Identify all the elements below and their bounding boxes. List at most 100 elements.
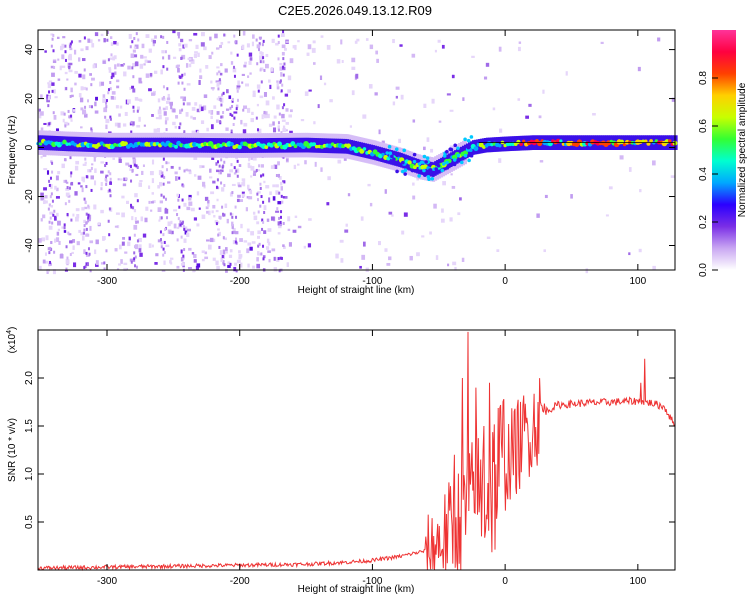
spectrogram-noise-cell <box>267 241 271 246</box>
y-tick-label: 20 <box>24 93 35 105</box>
spectrogram-noise-cell <box>118 244 122 250</box>
spectrogram-noise-cell <box>178 48 182 52</box>
spectrogram-noise-cell <box>483 76 488 80</box>
spectrogram-noise-cell <box>180 249 183 254</box>
spectrogram-noise-cell <box>268 123 273 127</box>
spectrogram-noise-cell <box>354 40 358 44</box>
spectrogram-noise-cell <box>182 254 185 258</box>
spectrogram-noise-cell <box>429 231 432 235</box>
spectrogram-noise-cell <box>236 98 239 102</box>
spectrogram-noise-cell <box>56 36 60 39</box>
spectrogram-noise-cell <box>280 194 283 198</box>
spectrogram-noise-cell <box>71 94 74 98</box>
spectrogram-noise-cell <box>106 38 109 42</box>
spectrogram-noise-cell <box>362 114 367 119</box>
spectrogram-noise-cell <box>608 186 613 190</box>
spectrogram-noise-cell <box>66 78 69 81</box>
spectrogram-noise-cell <box>320 35 324 38</box>
spectrogram-noise-cell <box>66 212 69 216</box>
spectrogram-noise-cell <box>133 163 136 167</box>
spectrogram-noise-cell <box>262 220 265 224</box>
spectrogram-noise-cell <box>141 43 145 49</box>
spectrogram-noise-cell <box>498 46 502 52</box>
spectrogram-noise-cell <box>277 128 280 132</box>
spectrogram-noise-cell <box>166 161 170 165</box>
spectrogram-noise-cell <box>275 42 279 46</box>
spectrogram-noise-cell <box>313 121 316 125</box>
spectrogram-noise-cell <box>281 83 284 87</box>
spectrogram-noise-cell <box>182 102 185 106</box>
spectrogram-noise-cell <box>53 209 56 213</box>
spectrogram-noise-cell <box>49 247 52 251</box>
spectrogram-noise-cell <box>217 70 221 74</box>
spectrogram-noise-cell <box>97 222 101 226</box>
spectrogram-noise-cell <box>82 109 87 115</box>
spectrogram-noise-cell <box>246 107 251 113</box>
colorbar-tick-label: 0.6 <box>698 119 709 133</box>
spectrogram-peak-cell <box>469 135 474 139</box>
spectrogram-noise-cell <box>174 125 178 129</box>
spectrogram-noise-cell <box>191 130 196 136</box>
spectrogram-noise-cell <box>183 87 186 91</box>
spectrogram-noise-cell <box>327 176 331 181</box>
spectrogram-peak-cell <box>445 166 450 170</box>
spectrogram-noise-cell <box>83 68 86 72</box>
spectrogram-noise-cell <box>261 218 264 222</box>
spectrogram-noise-cell <box>82 177 85 183</box>
spectrogram-noise-cell <box>57 78 61 81</box>
spectrogram-noise-cell <box>100 182 103 187</box>
spectrogram-noise-cell <box>43 122 47 125</box>
spectrogram-noise-cell <box>105 182 108 186</box>
spectrogram-noise-cell <box>179 109 182 115</box>
spectrogram-noise-cell <box>124 251 128 254</box>
spectrogram-peak-cell <box>362 147 367 151</box>
spectrogram-noise-cell <box>268 197 271 203</box>
spectrogram-peak-cell <box>445 149 449 154</box>
spectrogram-peak-cell <box>667 139 672 143</box>
spectrogram-noise-cell <box>57 58 60 61</box>
spectrogram-noise-cell <box>180 56 183 60</box>
spectrogram-noise-cell <box>184 230 188 235</box>
spectrogram-noise-cell <box>63 230 67 233</box>
spectrogram-noise-cell <box>113 55 117 60</box>
spectrogram-noise-cell <box>434 49 437 53</box>
spectrogram-noise-cell <box>177 32 181 36</box>
spectrogram-noise-cell <box>158 114 162 120</box>
spectrogram-noise-cell <box>247 162 251 168</box>
spectrogram-noise-cell <box>131 121 135 126</box>
snr-y-axis-label: SNR (10 * v/v) <box>7 418 18 482</box>
spectrogram-noise-cell <box>256 192 259 196</box>
spectrogram-noise-cell <box>280 89 283 93</box>
spectrogram-noise-cell <box>109 87 112 91</box>
spectrogram-noise-cell <box>392 101 396 106</box>
spectrogram-noise-cell <box>46 269 49 274</box>
spectrogram-noise-cell <box>162 107 166 111</box>
spectrogram-noise-cell <box>107 91 110 95</box>
spectrogram-noise-cell <box>196 223 200 227</box>
y-tick-label: 0.5 <box>24 515 35 529</box>
spectrogram-noise-cell <box>117 122 121 128</box>
spectrogram-noise-cell <box>441 208 444 213</box>
spectrogram-peak-cell <box>407 156 411 160</box>
spectrogram-noise-cell <box>69 44 72 48</box>
spectrogram-noise-cell <box>183 238 187 243</box>
spectrogram-noise-cell <box>64 124 67 128</box>
spectrogram-noise-cell <box>384 248 388 252</box>
spectrogram-noise-cell <box>203 94 208 99</box>
spectrogram-noise-cell <box>157 239 162 243</box>
spectrogram-noise-cell <box>250 118 255 123</box>
spectrogram-peak-cell <box>412 152 417 157</box>
spectrogram-noise-cell <box>80 126 83 129</box>
spectrogram-noise-cell <box>292 45 296 49</box>
spectrogram-noise-cell <box>105 161 108 165</box>
spectrogram-noise-cell <box>109 194 112 198</box>
spectrogram-noise-cell <box>236 85 241 88</box>
spectrogram-noise-cell <box>259 95 264 99</box>
spectrogram-peak-cell <box>425 156 430 161</box>
spectrogram-noise-cell <box>278 224 282 229</box>
spectrogram-noise-cell <box>231 224 234 229</box>
spectrogram-noise-cell <box>258 48 261 52</box>
spectrogram-noise-cell <box>132 206 135 210</box>
spectrogram-noise-cell <box>222 212 225 216</box>
spectrogram-noise-cell <box>306 52 310 56</box>
